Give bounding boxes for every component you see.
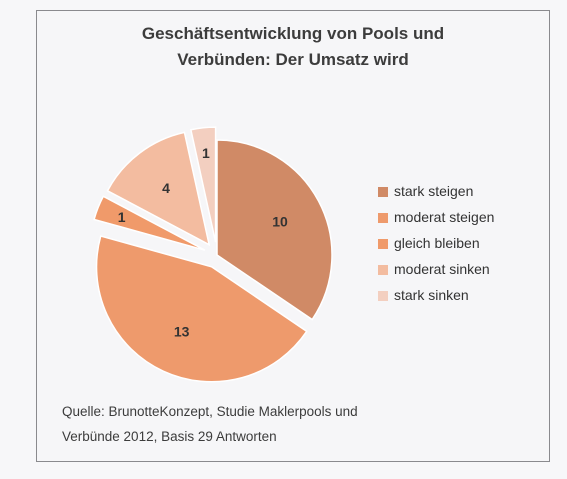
legend-swatch xyxy=(378,265,388,275)
pie-slice-stark-steigen xyxy=(216,139,333,321)
legend-label: stark steigen xyxy=(394,183,474,199)
pie-slice-moderat-sinken xyxy=(106,131,211,247)
legend-label: gleich bleiben xyxy=(394,235,480,251)
source-note-line-2: Verbünde 2012, Basis 29 Antworten xyxy=(62,429,277,444)
chart-title-line-1: Geschäftsentwicklung von Pools und xyxy=(141,24,445,43)
pie-slice-moderat-steigen xyxy=(95,235,308,383)
pie-slice-stark-sinken xyxy=(189,126,217,243)
data-label: 13 xyxy=(174,324,190,340)
legend-label: stark sinken xyxy=(394,287,469,303)
legend-label: moderat steigen xyxy=(394,209,495,225)
data-label: 4 xyxy=(162,180,170,196)
legend-swatch xyxy=(378,213,388,223)
legend-swatch xyxy=(378,291,388,301)
legend-label: moderat sinken xyxy=(394,261,490,277)
legend-swatch xyxy=(378,239,388,249)
data-label: 10 xyxy=(272,214,288,230)
pie-slice-gleich-bleiben xyxy=(93,195,206,251)
legend-swatch xyxy=(378,187,388,197)
source-note-line-1: Quelle: BrunotteKonzept, Studie Maklerpo… xyxy=(62,404,358,419)
chart-title-line-2: Verbünden: Der Umsatz wird xyxy=(177,50,409,69)
data-label: 1 xyxy=(118,209,126,225)
data-label: 1 xyxy=(202,145,210,161)
